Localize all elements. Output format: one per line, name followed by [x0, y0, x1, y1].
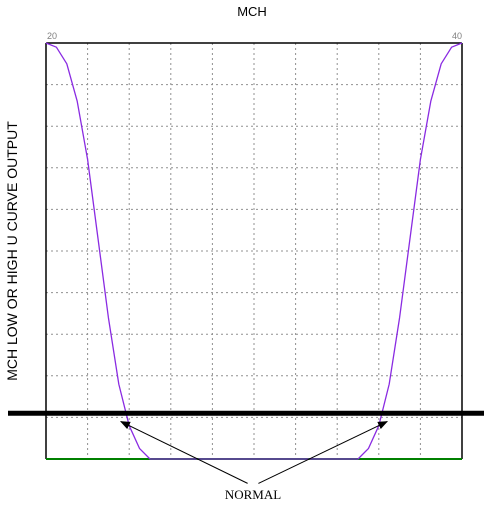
- x-tick-label-start: 20: [47, 31, 57, 41]
- x-tick-label-end: 40: [452, 31, 462, 41]
- grid: [45, 42, 463, 460]
- annotation-arrow: [119, 421, 248, 484]
- annotation-arrow: [258, 421, 389, 484]
- series-layer: [45, 42, 463, 460]
- chart-title: MCH: [237, 4, 267, 19]
- normal-annotation: NORMAL: [225, 487, 281, 502]
- overlay-layer: [8, 410, 484, 484]
- u-curve-series-line: [45, 42, 463, 460]
- y-axis-label: MCH LOW OR HIGH U CURVE OUTPUT: [4, 121, 20, 381]
